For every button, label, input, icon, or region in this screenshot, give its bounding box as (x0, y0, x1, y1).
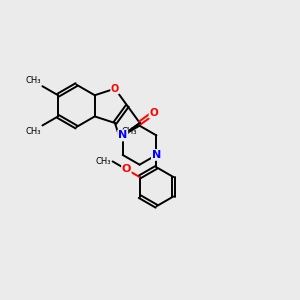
Text: O: O (149, 108, 158, 118)
Text: N: N (118, 130, 127, 140)
Text: N: N (152, 150, 161, 160)
Text: CH₃: CH₃ (26, 76, 41, 85)
Text: CH₃: CH₃ (122, 127, 137, 136)
Text: CH₃: CH₃ (96, 157, 111, 166)
Text: CH₃: CH₃ (26, 127, 41, 136)
Text: O: O (111, 84, 119, 94)
Text: O: O (122, 164, 131, 174)
